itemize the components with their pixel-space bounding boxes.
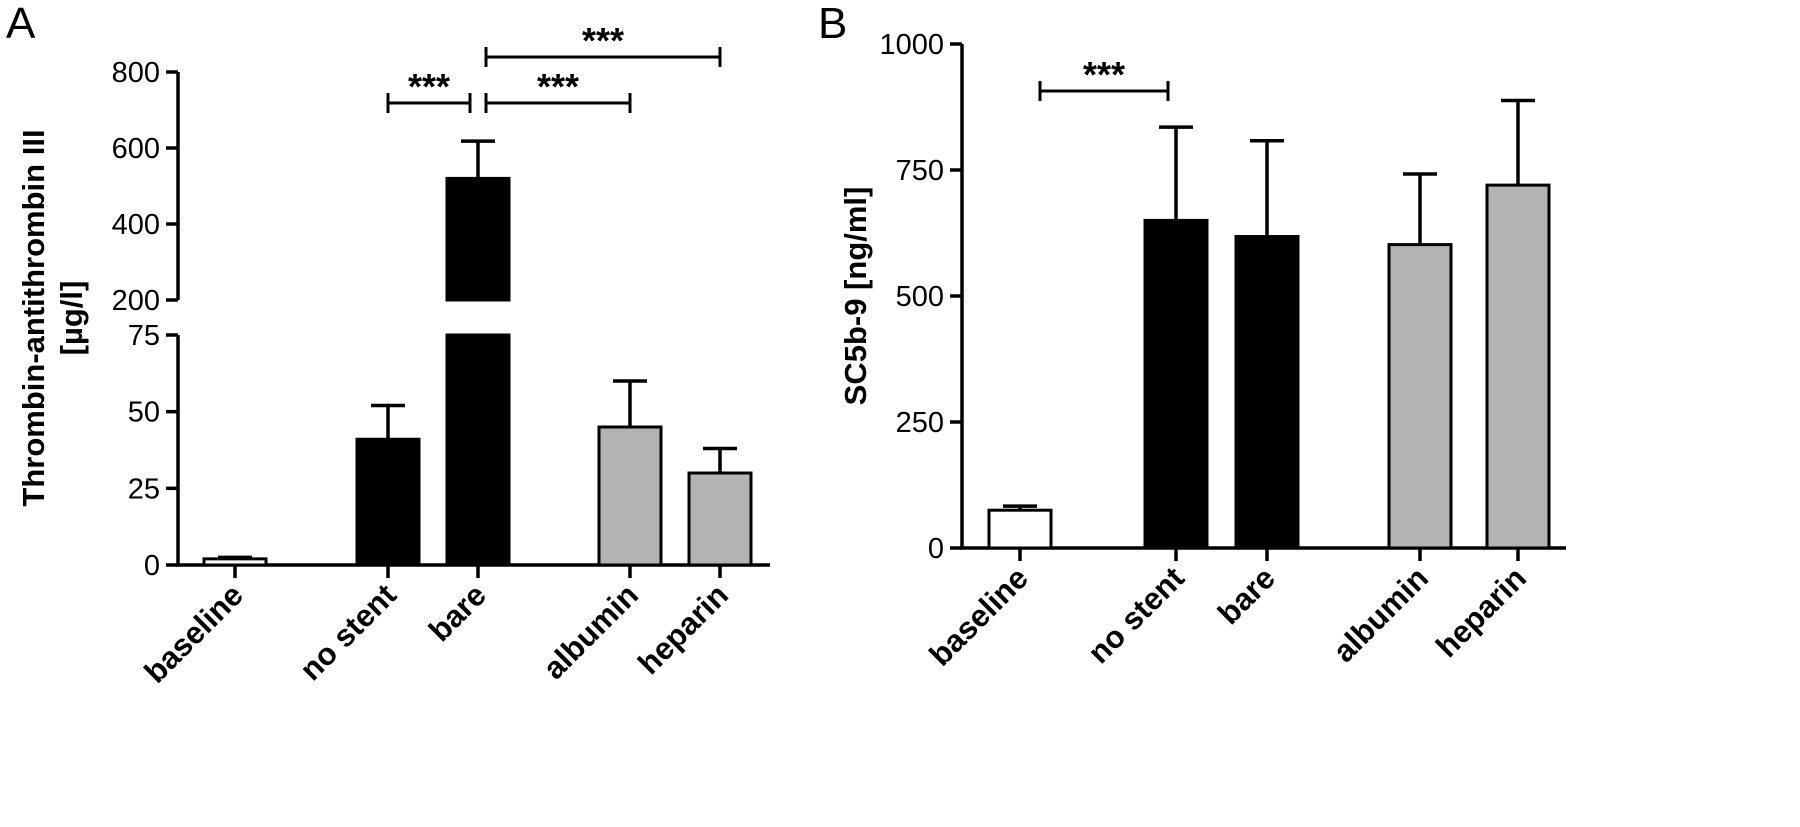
panel-a-bar-no-stent bbox=[355, 437, 421, 567]
panel-b-y-tick-label: 0 bbox=[928, 533, 944, 565]
panel-a-bar-bare-upper bbox=[445, 176, 511, 302]
panel-b-y-axis-label: SC5b-9 [ng/ml] bbox=[838, 187, 873, 406]
panel-b-category-label-no-stent: no stent bbox=[1081, 560, 1191, 670]
panel-a-letter: A bbox=[6, 0, 36, 48]
panel-a-y-tick-label: 800 bbox=[112, 57, 160, 89]
panel-a-category-label-baseline: baseline bbox=[137, 577, 249, 689]
panel-b-y-tick-label: 500 bbox=[896, 281, 944, 313]
panel-b-category-label-heparin: heparin bbox=[1429, 560, 1533, 664]
panel-a-bar-bare-lower bbox=[445, 333, 511, 567]
panel-b-y-tick-label: 250 bbox=[896, 407, 944, 439]
panel-a-y-axis-label-line-1: Thrombin-antithrombin III bbox=[16, 129, 51, 506]
panel-b-bar-baseline bbox=[987, 508, 1053, 550]
panel-b-bar-heparin bbox=[1485, 183, 1551, 550]
panel-a-y-axis-label-line-2: [µg/l] bbox=[54, 281, 89, 356]
panel-b-category-label-bare: bare bbox=[1211, 560, 1282, 631]
panel-a-y-tick-label: 400 bbox=[112, 209, 160, 241]
panel-a-category-label-heparin: heparin bbox=[631, 577, 735, 681]
panel-a-significance-label: *** bbox=[537, 66, 579, 107]
panel-a-category-label-no-stent: no stent bbox=[293, 577, 403, 687]
panel-a-y-tick-label: 25 bbox=[128, 473, 160, 505]
panel-a-y-tick-label: 600 bbox=[112, 133, 160, 165]
panel-b-category-label-baseline: baseline bbox=[922, 560, 1034, 672]
panel-b-letter: B bbox=[818, 0, 847, 48]
panel-b-significance-label: *** bbox=[1083, 54, 1125, 95]
panel-a-y-tick-label: 200 bbox=[112, 285, 160, 317]
panel-b-bar-bare bbox=[1234, 235, 1300, 550]
panel-a-significance-label: *** bbox=[582, 20, 624, 61]
panel-b-bar-no-stent bbox=[1143, 218, 1209, 550]
panel-b-category-label-albumin: albumin bbox=[1326, 560, 1435, 669]
panel-a-y-tick-label: 50 bbox=[128, 397, 160, 429]
panel-b-y-tick-label: 750 bbox=[896, 155, 944, 187]
panel-a-y-tick-label: 0 bbox=[144, 550, 160, 582]
panel-a-bar-baseline bbox=[202, 557, 268, 567]
panel-a-significance-label: *** bbox=[408, 66, 450, 107]
panel-a-bar-albumin bbox=[597, 425, 663, 567]
panel-a: A Thrombin-antithrombin III [µg/l] 0 25 50… bbox=[6, 0, 770, 690]
panel-b-y-tick-label: 1000 bbox=[879, 29, 944, 61]
panel-a-y-tick-label: 75 bbox=[128, 320, 160, 352]
panel-b-bar-albumin bbox=[1387, 243, 1453, 550]
panel-a-category-label-bare: bare bbox=[422, 577, 493, 648]
panel-a-bar-heparin bbox=[687, 471, 753, 567]
panel-b: B SC5b-9 [ng/ml] 0 250 500 750 1000 baseline n… bbox=[818, 0, 1566, 673]
panel-a-category-label-albumin: albumin bbox=[536, 577, 645, 686]
